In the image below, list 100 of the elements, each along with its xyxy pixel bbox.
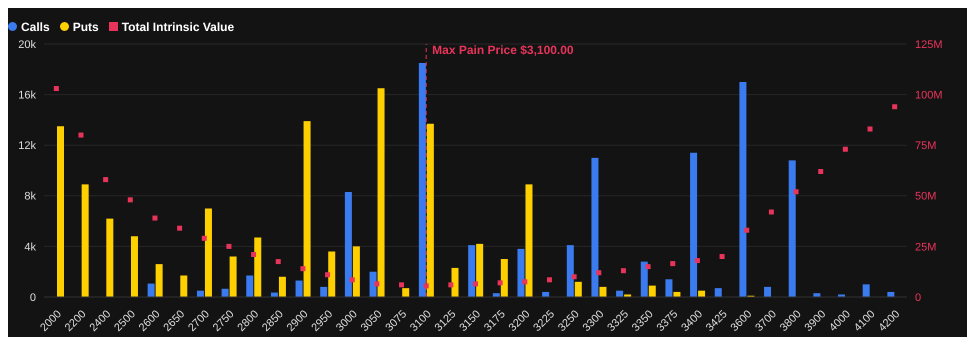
y-tick-label: 8k [24, 190, 36, 203]
bar [82, 184, 89, 297]
y2-tick-label: 50M [915, 190, 936, 203]
bar [599, 286, 606, 297]
point [128, 197, 133, 202]
point [620, 268, 626, 274]
point [868, 126, 873, 132]
bar [270, 292, 278, 297]
bar [862, 284, 870, 297]
point [300, 266, 306, 272]
point [226, 244, 232, 249]
point [448, 282, 454, 288]
point [251, 252, 256, 257]
bar [230, 256, 237, 297]
bar [328, 251, 336, 297]
bar [813, 293, 820, 297]
point [424, 283, 429, 288]
bar [788, 160, 796, 297]
point [546, 277, 552, 282]
bar [222, 288, 229, 297]
y-tick-label: 0 [30, 292, 36, 304]
bar [591, 158, 598, 297]
point [572, 274, 577, 280]
bar [57, 126, 64, 297]
bar [204, 208, 212, 297]
bar [739, 82, 746, 297]
y2-tick-label: 25M [915, 241, 936, 254]
y-tick-label: 16k [18, 90, 36, 102]
bar [344, 192, 352, 297]
bar [130, 236, 138, 297]
point [202, 236, 207, 241]
bar [320, 286, 328, 297]
bar [476, 244, 484, 297]
bar [352, 246, 360, 297]
point [694, 258, 700, 264]
legend-label: Calls [21, 20, 50, 34]
bar [648, 286, 656, 297]
bar [764, 286, 772, 297]
bar [690, 152, 698, 297]
bar [148, 284, 155, 297]
bar [574, 282, 582, 297]
bar [525, 184, 532, 297]
point [670, 261, 676, 266]
y2-tick-label: 0 [915, 292, 922, 304]
y2-tick-label: 75M [915, 140, 936, 152]
bar [426, 124, 434, 297]
y-tick-label: 20k [18, 38, 36, 51]
point [596, 270, 602, 276]
point [646, 264, 651, 270]
point [768, 209, 774, 214]
point [473, 281, 478, 286]
bar [500, 259, 508, 297]
ref-line-label: Max Pain Price $3,100.00 [432, 43, 574, 57]
point [177, 226, 182, 231]
point [152, 216, 158, 221]
bar [196, 290, 204, 297]
point [794, 189, 799, 194]
y2-tick-label: 125M [915, 38, 943, 51]
bar [254, 238, 262, 297]
bar [665, 279, 672, 297]
bar [370, 272, 377, 297]
point [720, 254, 725, 260]
y2-tick-label: 100M [915, 90, 943, 102]
bar [698, 290, 706, 297]
bar [714, 288, 722, 297]
point [744, 228, 750, 233]
bar [402, 288, 410, 297]
point [325, 272, 330, 278]
bar [246, 275, 254, 297]
legend-label: Puts [72, 20, 99, 34]
y-tick-label: 12k [18, 140, 36, 152]
point [842, 146, 848, 152]
point [374, 281, 380, 286]
bar [517, 248, 524, 297]
point [399, 282, 404, 288]
bar [106, 218, 114, 297]
bar [156, 264, 163, 297]
bar [296, 280, 303, 297]
bar [492, 293, 500, 297]
point [54, 86, 59, 92]
bar [640, 262, 648, 297]
bar [278, 276, 286, 297]
point [350, 277, 355, 282]
bar [180, 275, 188, 297]
point [498, 280, 503, 286]
point [276, 259, 281, 264]
point [78, 132, 84, 138]
bar [418, 62, 426, 297]
bar [378, 88, 385, 297]
bar [616, 290, 624, 297]
point [103, 177, 108, 182]
y-tick-label: 4k [24, 241, 36, 254]
bar [468, 245, 476, 297]
bar [566, 245, 574, 297]
point [522, 279, 528, 284]
bar [304, 121, 311, 297]
bar [452, 268, 459, 297]
legend-label: Total Intrinsic Value [122, 20, 234, 34]
point [818, 169, 824, 174]
point [892, 104, 898, 110]
